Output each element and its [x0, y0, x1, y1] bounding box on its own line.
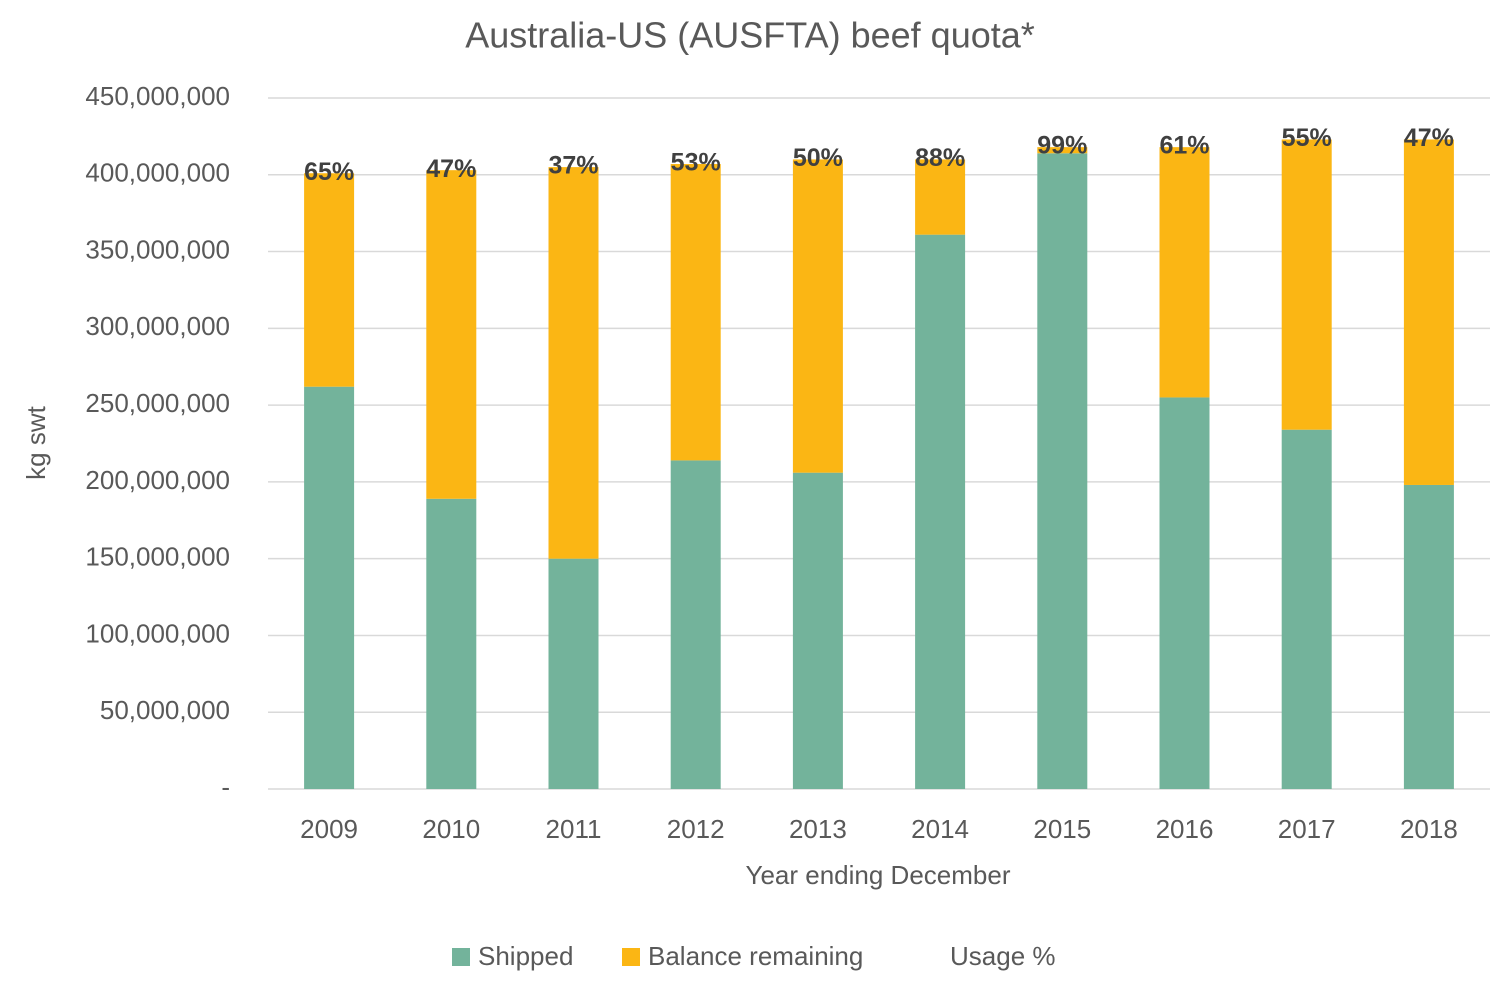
legend-swatch — [452, 948, 470, 966]
x-tick-label: 2009 — [300, 814, 358, 844]
bar-segment — [426, 170, 477, 499]
usage-label: 53% — [671, 149, 721, 177]
bar-segment — [304, 173, 355, 387]
usage-label: 61% — [1159, 132, 1209, 160]
bar-segment — [1281, 429, 1332, 789]
bar-segment — [426, 498, 477, 789]
y-tick-label: - — [221, 772, 230, 802]
usage-label: 55% — [1282, 124, 1332, 152]
y-tick-label: 250,000,000 — [85, 388, 230, 418]
x-tick-label: 2012 — [667, 814, 725, 844]
bar-segment — [915, 234, 966, 790]
bar-segment — [1037, 153, 1088, 789]
x-tick-label: 2014 — [911, 814, 969, 844]
bar-segment — [670, 164, 721, 461]
y-tick-label: 150,000,000 — [85, 542, 230, 572]
y-tick-label: 100,000,000 — [85, 618, 230, 648]
bar-segment — [1037, 147, 1088, 154]
legend-label: Usage % — [950, 941, 1056, 971]
legend-label: Balance remaining — [648, 941, 863, 971]
bar-segment — [915, 159, 966, 235]
usage-label: 65% — [304, 158, 354, 186]
chart-title: Australia-US (AUSFTA) beef quota* — [465, 15, 1035, 56]
y-tick-label: 350,000,000 — [85, 234, 230, 264]
x-tick-label: 2010 — [422, 814, 480, 844]
x-tick-label: 2013 — [789, 814, 847, 844]
bar-segment — [548, 167, 599, 559]
bar-segment — [304, 386, 355, 789]
y-tick-label: 400,000,000 — [85, 158, 230, 188]
bar-segment — [792, 472, 843, 789]
y-tick-label: 200,000,000 — [85, 465, 230, 495]
bar-segment — [1159, 147, 1210, 398]
x-tick-label: 2011 — [546, 814, 602, 844]
usage-label: 88% — [915, 144, 965, 172]
bar-segment — [792, 159, 843, 473]
legend-swatch — [622, 948, 640, 966]
bar-segment — [548, 558, 599, 789]
x-axis-label: Year ending December — [746, 860, 1011, 890]
bar-segment — [1403, 484, 1454, 789]
y-tick-label: 50,000,000 — [100, 695, 230, 725]
legend-label: Shipped — [478, 941, 573, 971]
y-tick-label: 450,000,000 — [85, 81, 230, 111]
x-tick-label: 2018 — [1400, 814, 1458, 844]
x-tick-label: 2015 — [1033, 814, 1091, 844]
x-tick-label: 2017 — [1278, 814, 1336, 844]
usage-label: 47% — [1404, 124, 1454, 152]
x-tick-label: 2016 — [1156, 814, 1214, 844]
bar-segment — [1403, 139, 1454, 485]
usage-label: 37% — [548, 152, 598, 180]
usage-label: 47% — [426, 155, 476, 183]
usage-label: 50% — [793, 144, 843, 172]
bar-segment — [670, 460, 721, 789]
bar-segment — [1281, 139, 1332, 430]
y-axis-label: kg swt — [21, 405, 51, 479]
bar-segment — [1159, 397, 1210, 789]
usage-label: 99% — [1037, 132, 1087, 160]
y-tick-label: 300,000,000 — [85, 311, 230, 341]
